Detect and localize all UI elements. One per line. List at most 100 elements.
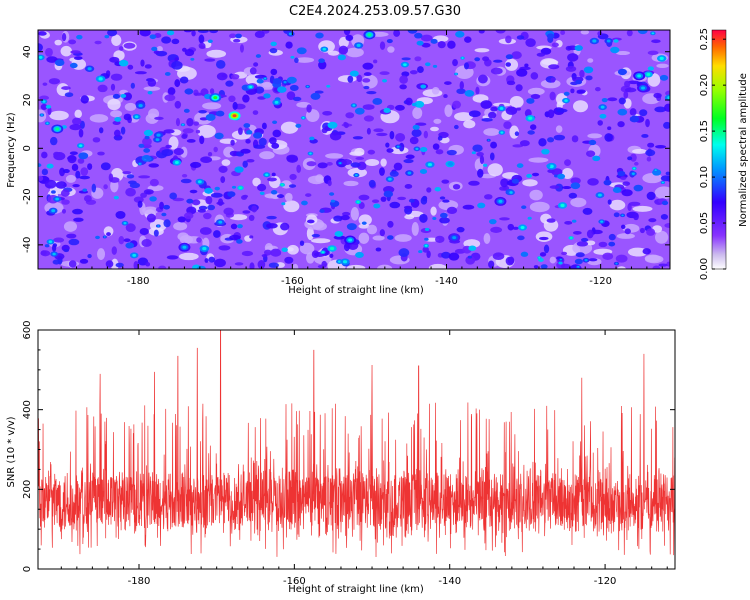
heatmap-cell — [249, 85, 253, 89]
heatmap-cell — [286, 247, 294, 252]
heatmap-cell — [607, 97, 618, 102]
heatmap-cell — [403, 63, 407, 67]
heatmap-cell — [302, 116, 305, 119]
heatmap-cell — [558, 261, 563, 265]
heatmap-cell — [59, 167, 65, 177]
heatmap-cell — [199, 227, 212, 235]
heatmap-cell — [467, 255, 473, 259]
heatmap-cell — [503, 121, 512, 129]
heatmap-cell — [343, 180, 359, 187]
heatmap-cell — [329, 246, 335, 251]
heatmap-cell — [191, 199, 201, 206]
heatmap-cell — [271, 172, 276, 177]
heatmap-cell — [49, 110, 69, 121]
heatmap-x-axis-label: Height of straight line (km) — [288, 285, 424, 296]
heatmap-cell — [516, 35, 525, 40]
heatmap-cell — [651, 32, 655, 35]
heatmap-cell — [540, 264, 548, 269]
heatmap-cell — [163, 129, 175, 134]
heatmap-cell — [617, 266, 626, 269]
heatmap-cell — [237, 224, 243, 229]
heatmap-cell — [609, 199, 626, 211]
heatmap-cell — [174, 79, 181, 88]
heatmap-cell — [654, 106, 667, 113]
heatmap-cell — [306, 161, 317, 167]
heatmap-cell — [257, 183, 267, 192]
y-tick-label: 40 — [22, 45, 33, 58]
heatmap-cell — [197, 124, 216, 138]
heatmap-cell — [54, 59, 65, 67]
heatmap-cell — [592, 155, 601, 162]
heatmap-cell — [505, 35, 512, 44]
heatmap-cell — [46, 122, 49, 125]
heatmap-cell — [197, 30, 209, 34]
heatmap-cell — [478, 74, 488, 84]
heatmap-cell — [60, 189, 70, 197]
heatmap-cell — [339, 162, 342, 164]
heatmap-cell — [157, 225, 160, 227]
heatmap-cell — [111, 246, 117, 255]
y-tick-label: 0 — [22, 566, 33, 572]
heatmap-cell — [79, 258, 89, 264]
heatmap-cell — [661, 181, 664, 184]
heatmap-cell — [437, 135, 443, 141]
heatmap-cell — [155, 138, 160, 142]
heatmap-cell — [414, 56, 422, 62]
heatmap-cell — [647, 66, 654, 71]
y-tick-label: 600 — [22, 320, 33, 339]
heatmap-cell — [205, 195, 213, 205]
snr-series-line — [38, 330, 675, 557]
heatmap-cell — [354, 174, 358, 177]
heatmap-cell — [66, 233, 77, 239]
heatmap-cell — [100, 162, 111, 171]
heatmap-cell — [468, 180, 480, 186]
heatmap-cell — [585, 75, 593, 81]
heatmap-cell — [549, 164, 554, 169]
heatmap-cell — [280, 121, 299, 134]
heatmap-cell — [597, 120, 603, 126]
heatmap-cell — [200, 156, 213, 163]
heatmap-cell — [283, 200, 300, 213]
heatmap-cell — [499, 186, 507, 191]
heatmap-cell — [337, 54, 346, 61]
colorbar-label: Normalized spectral amplitude — [738, 73, 749, 227]
heatmap-cell — [572, 230, 582, 235]
heatmap-cell — [213, 230, 221, 238]
heatmap-cell — [482, 56, 490, 62]
heatmap-cell — [130, 82, 135, 89]
x-tick-label: -160 — [283, 576, 306, 587]
heatmap-cell — [539, 236, 549, 241]
heatmap-cell — [321, 251, 325, 254]
heatmap-cell — [174, 100, 182, 109]
heatmap-cell — [216, 72, 228, 81]
heatmap-cell — [347, 75, 354, 83]
heatmap-cell — [203, 212, 212, 220]
heatmap-cell — [408, 198, 415, 203]
heatmap-cell — [143, 129, 153, 137]
heatmap-cell — [543, 244, 550, 254]
heatmap-cell — [325, 153, 344, 159]
heatmap-cell — [538, 138, 547, 147]
heatmap-cell — [618, 97, 626, 105]
heatmap-cell — [249, 262, 255, 269]
heatmap-cell — [472, 144, 483, 152]
heatmap-cell — [173, 221, 188, 231]
heatmap-cell — [517, 235, 525, 241]
heatmap-cell — [68, 39, 77, 45]
heatmap-cell — [63, 248, 70, 253]
heatmap-cell — [376, 132, 388, 137]
heatmap-cell — [633, 212, 639, 221]
heatmap-cell — [507, 223, 515, 231]
heatmap-cell — [342, 211, 351, 216]
heatmap-cell — [526, 173, 532, 178]
heatmap-cell — [527, 130, 535, 135]
heatmap-cell — [312, 222, 327, 231]
heatmap-cell — [632, 148, 647, 154]
heatmap-cell — [539, 252, 547, 257]
heatmap-cell — [629, 108, 637, 116]
heatmap-cell — [454, 112, 474, 121]
heatmap-cell — [608, 233, 616, 241]
colorbar-tick-label: 0.05 — [699, 212, 710, 234]
heatmap-cell — [272, 120, 278, 124]
heatmap-cell — [174, 161, 179, 165]
